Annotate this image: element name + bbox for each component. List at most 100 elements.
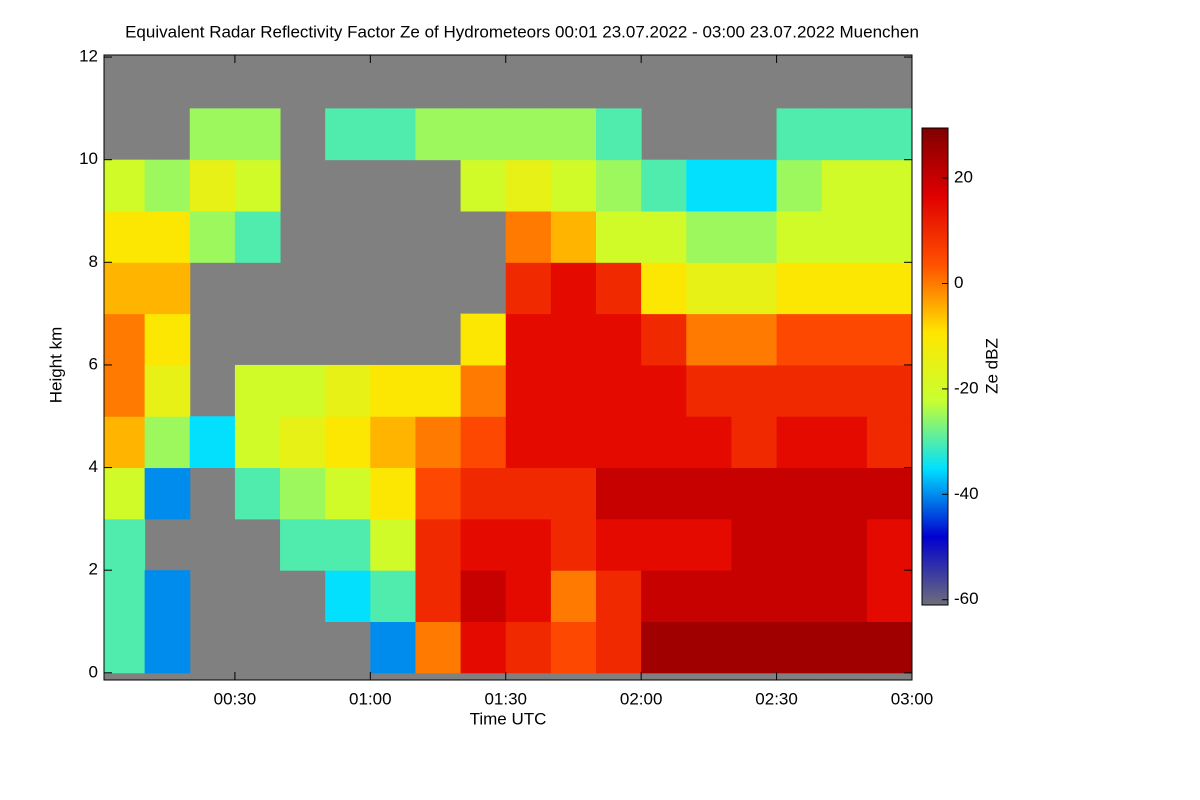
heat-cell (596, 210, 642, 263)
heat-cell (189, 108, 236, 161)
heat-cell (144, 416, 191, 469)
colorbar-tick-label: 0 (954, 273, 963, 292)
heat-cell (731, 210, 778, 263)
heat-cell (866, 518, 913, 571)
heat-cell (104, 570, 146, 623)
heat-cell (731, 313, 778, 366)
x-tick-label: 00:30 (214, 689, 257, 708)
heat-cell (731, 621, 778, 674)
colorbar-tick-label: -20 (954, 378, 979, 397)
heat-cell (415, 108, 462, 161)
heat-cell (505, 210, 552, 263)
heat-cell (596, 262, 642, 315)
heat-cell (104, 364, 146, 417)
heat-cell (325, 108, 371, 161)
heat-cell (280, 364, 326, 417)
heat-cell (144, 159, 191, 212)
heat-cell (550, 364, 597, 417)
heat-cell (550, 159, 597, 212)
heat-cell (505, 313, 552, 366)
heat-cell (821, 108, 868, 161)
heat-cell (460, 416, 507, 469)
heat-cell (370, 467, 416, 520)
heat-cell (866, 364, 913, 417)
heat-cell (686, 621, 732, 674)
heat-cell (686, 570, 732, 623)
heat-cell (776, 621, 823, 674)
heat-cell (104, 159, 146, 212)
colorbar-label: Ze dBZ (982, 338, 1001, 394)
heat-cell (821, 467, 868, 520)
heat-cell (370, 364, 416, 417)
heat-cell (776, 108, 823, 161)
heat-cell (505, 570, 552, 623)
heat-cell (144, 262, 191, 315)
heat-cell (776, 467, 823, 520)
y-tick-label: 2 (89, 560, 98, 579)
heat-cell (505, 364, 552, 417)
heat-cell (550, 313, 597, 366)
heat-cell (821, 313, 868, 366)
heat-cell (104, 210, 146, 263)
heat-cell (686, 262, 732, 315)
heat-cell (821, 570, 868, 623)
heat-cell (821, 621, 868, 674)
heat-cell (821, 262, 868, 315)
x-tick-label: 01:30 (484, 689, 527, 708)
heat-cell (325, 416, 371, 469)
heat-cell (596, 518, 642, 571)
heat-cell (776, 364, 823, 417)
heat-cell (325, 518, 371, 571)
heat-cell (731, 467, 778, 520)
heat-cell (550, 210, 597, 263)
heat-cell (144, 570, 191, 623)
heat-cell (415, 621, 462, 674)
heat-cell (370, 621, 416, 674)
heat-cell (596, 159, 642, 212)
heat-cell (866, 313, 913, 366)
heat-cell (460, 518, 507, 571)
heat-cell (505, 518, 552, 571)
y-tick-label: 0 (89, 662, 98, 681)
heat-cell (866, 467, 913, 520)
heat-cell (460, 108, 507, 161)
heat-cell (641, 159, 687, 212)
heat-cell (234, 467, 281, 520)
heat-cell (370, 108, 416, 161)
heat-cell (505, 159, 552, 212)
colorbar-tick-label: -40 (954, 484, 979, 503)
y-tick-label: 6 (89, 354, 98, 373)
colorbar-tick-label: 20 (954, 168, 973, 187)
heat-cell (776, 159, 823, 212)
heat-cell (550, 416, 597, 469)
heat-cell (189, 210, 236, 263)
heat-cell (866, 210, 913, 263)
heat-cell (280, 518, 326, 571)
plot-frame (103, 54, 913, 681)
heat-cell (596, 108, 642, 161)
heat-cell (505, 621, 552, 674)
y-tick-label: 10 (79, 149, 98, 168)
heat-cell (505, 416, 552, 469)
heat-cell (596, 416, 642, 469)
heat-cell (505, 262, 552, 315)
heat-cell (596, 313, 642, 366)
heat-cell (821, 364, 868, 417)
heat-cell (596, 467, 642, 520)
heat-cell (104, 262, 146, 315)
heat-cell (731, 159, 778, 212)
heat-cell (415, 570, 462, 623)
heat-cell (460, 313, 507, 366)
heat-cell (596, 621, 642, 674)
heat-cell (776, 518, 823, 571)
heat-cell (104, 621, 146, 674)
colorbar (921, 127, 949, 606)
heat-cell (280, 467, 326, 520)
heat-cell (641, 262, 687, 315)
heat-cell (866, 262, 913, 315)
heat-cell (731, 364, 778, 417)
heat-cell (686, 313, 732, 366)
heat-cell (370, 518, 416, 571)
heat-cell (505, 467, 552, 520)
